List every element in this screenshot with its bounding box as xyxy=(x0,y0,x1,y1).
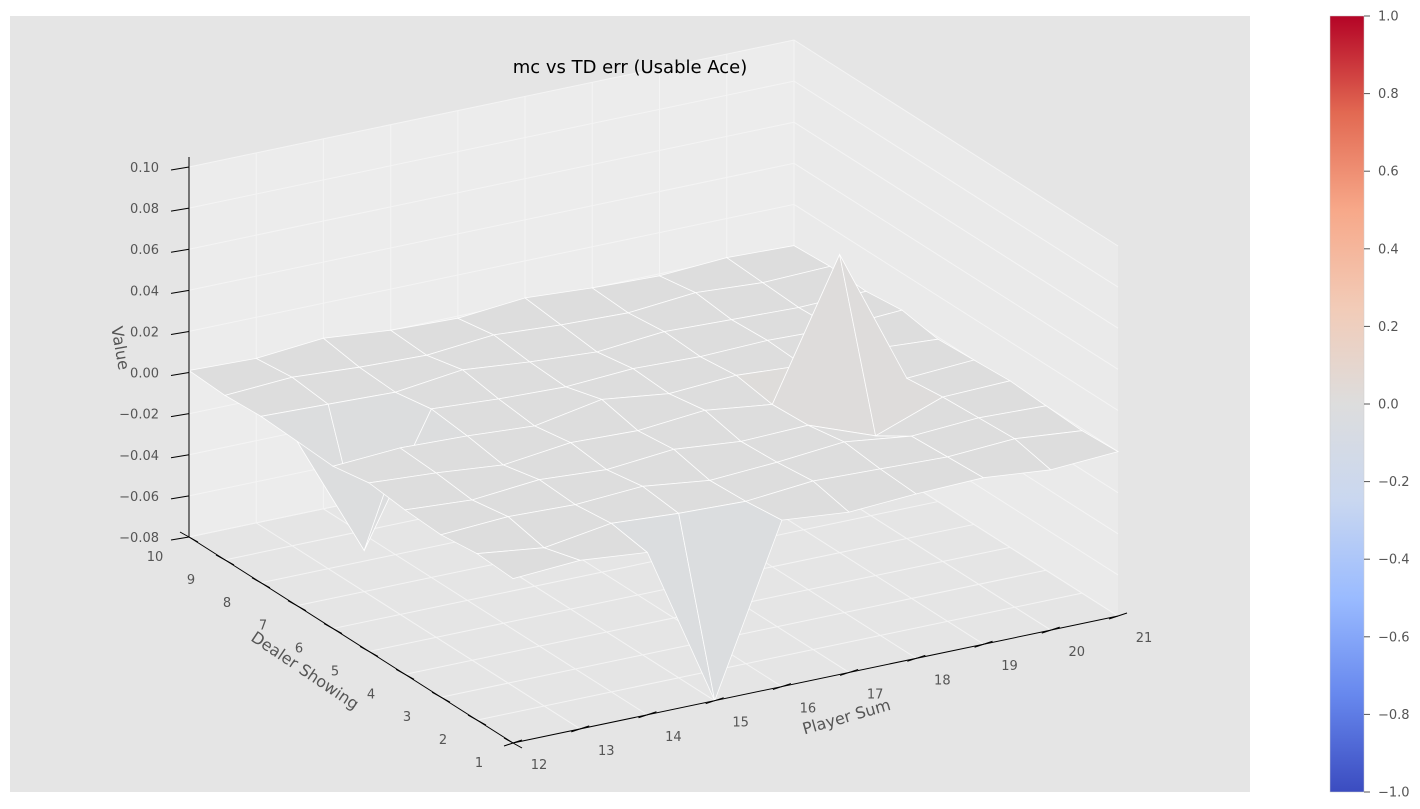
z-tick xyxy=(170,207,190,212)
colorbar-tick-label: 0.0 xyxy=(1378,398,1399,413)
grid-line xyxy=(332,501,939,630)
x-tick-label: 12 xyxy=(531,758,548,773)
surface-plot xyxy=(187,245,1120,703)
z-tick-label: 0.02 xyxy=(130,325,159,340)
colorbar-tick-label: 1.0 xyxy=(1378,10,1399,25)
chart-title: mc vs TD err (Usable Ace) xyxy=(513,57,748,78)
x-tick xyxy=(907,654,926,662)
x-tick-label: 19 xyxy=(1001,659,1018,674)
z-tick-label: −0.04 xyxy=(119,449,159,464)
x-tick-label: 16 xyxy=(800,702,817,717)
colorbar-tick-label: 0.6 xyxy=(1378,165,1399,180)
y-tick-label: 9 xyxy=(187,573,195,588)
x-tick-label: 21 xyxy=(1136,631,1153,646)
grid-line xyxy=(188,203,1119,411)
z-tick-label: −0.02 xyxy=(119,408,159,423)
x-tick-label: 17 xyxy=(867,687,884,702)
x-tick-label: 15 xyxy=(732,716,749,731)
colorbar-tick-label: −0.4 xyxy=(1378,553,1410,568)
y-tick-label: 3 xyxy=(403,710,411,725)
grid-line xyxy=(188,80,1119,288)
colorbar-tick-label: 0.4 xyxy=(1378,242,1399,257)
y-tick xyxy=(287,600,307,612)
z-tick-label: −0.08 xyxy=(119,531,159,546)
x-tick xyxy=(772,683,792,691)
z-tick-label: 0.00 xyxy=(130,367,159,382)
grid-line xyxy=(188,121,1119,329)
y-axis-line xyxy=(188,536,514,744)
x-tick-label: 14 xyxy=(665,730,682,745)
z-tick-label: 0.10 xyxy=(130,161,159,176)
grid-line xyxy=(476,592,1083,721)
y-tick xyxy=(215,554,235,566)
z-tick xyxy=(170,248,190,253)
z-tick xyxy=(170,536,190,541)
x-tick xyxy=(839,668,859,676)
y-tick xyxy=(359,646,379,657)
axes xyxy=(188,157,1119,744)
x-tick-label: 13 xyxy=(598,744,615,759)
z-tick xyxy=(170,495,190,500)
grid-line xyxy=(188,39,1119,247)
y-tick xyxy=(251,577,271,589)
y-tick-label: 8 xyxy=(223,596,231,611)
y-tick-label: 2 xyxy=(439,733,447,748)
colorbar-tick-label: 0.8 xyxy=(1378,87,1399,102)
x-tick xyxy=(638,711,657,719)
y-tick xyxy=(503,737,523,749)
colorbar xyxy=(1329,15,1365,793)
z-tick xyxy=(170,166,190,171)
y-tick xyxy=(431,691,451,703)
surface-face xyxy=(1013,430,1120,471)
x-tick xyxy=(705,697,724,705)
grid-line xyxy=(188,162,1119,370)
z-axis-ticks: −0.08 −0.06 −0.04 −0.02 0.00 0.02 0.04 0.06 0.08… xyxy=(119,161,190,546)
z-tick-label: 0.08 xyxy=(130,202,159,217)
y-axis-ticks: 1 2 3 4 5 6 7 8 9 10 xyxy=(147,531,523,771)
x-tick-label: 20 xyxy=(1069,645,1086,660)
y-tick-label: 4 xyxy=(367,687,375,702)
z-tick-label: 0.04 xyxy=(130,284,159,299)
y-tick xyxy=(323,623,343,634)
x-tick xyxy=(1108,612,1128,620)
colorbar-tick-label: −0.8 xyxy=(1378,708,1410,723)
x-tick xyxy=(571,725,590,733)
x-axis-line xyxy=(512,615,1119,744)
z-tick-label: 0.06 xyxy=(130,243,159,258)
x-tick-label: 18 xyxy=(934,673,951,688)
z-tick xyxy=(170,454,190,459)
y-tick-label: 6 xyxy=(295,642,303,657)
colorbar-tick-label: −0.2 xyxy=(1378,475,1410,490)
colorbar-tick-label: −0.6 xyxy=(1378,630,1410,645)
z-tick xyxy=(170,289,190,294)
y-tick xyxy=(395,668,415,680)
colorbar-ticks: −1.0 −0.8 −0.6 −0.4 −0.2 0.0 0.2 0.4 0.6 0.8 1.0 xyxy=(1364,10,1410,801)
z-tick xyxy=(170,413,190,418)
x-tick xyxy=(974,640,993,648)
z-tick xyxy=(170,330,190,335)
y-tick-label: 1 xyxy=(475,756,483,771)
y-tick-label: 10 xyxy=(147,550,164,565)
y-tick-label: 5 xyxy=(331,664,339,679)
z-tick-label: −0.06 xyxy=(119,490,159,505)
x-tick xyxy=(1041,626,1060,634)
y-tick-label: 7 xyxy=(259,619,267,634)
side-pane xyxy=(794,40,1118,616)
grid-line xyxy=(440,569,1047,698)
y-tick xyxy=(467,714,487,726)
z-tick xyxy=(170,372,190,377)
colorbar-tick-label: 0.2 xyxy=(1378,320,1399,335)
colorbar-tick-label: −1.0 xyxy=(1378,786,1410,801)
x-axis-ticks: 12 13 14 15 16 17 18 19 20 21 xyxy=(503,612,1153,773)
